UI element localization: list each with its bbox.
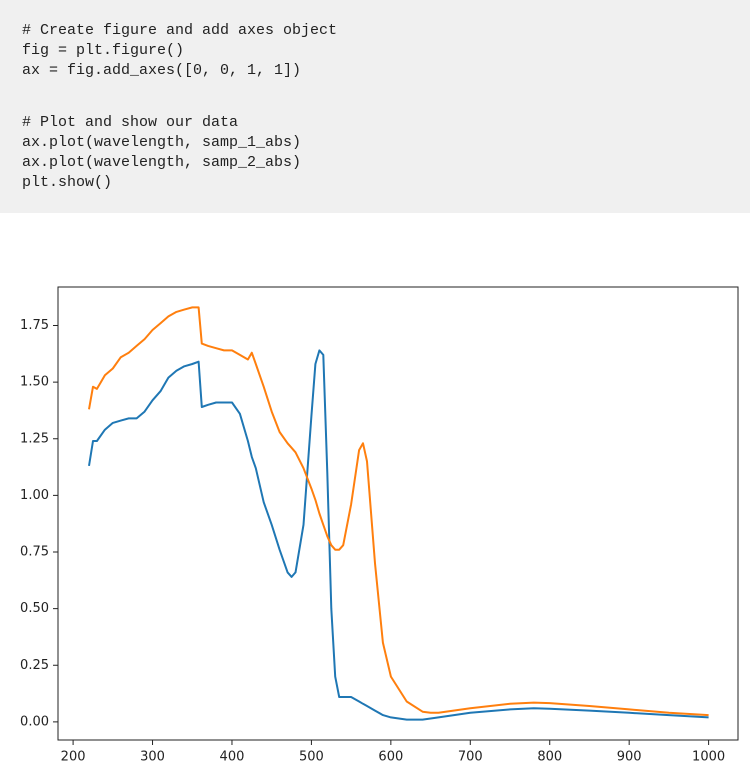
x-tick-label: 700	[458, 750, 483, 765]
x-tick-label: 1000	[692, 750, 725, 765]
code-line: fig = plt.figure()	[22, 42, 185, 59]
y-tick-label: 0.25	[20, 658, 49, 673]
axes-frame	[57, 286, 739, 741]
code-line: plt.show()	[22, 174, 113, 191]
y-tick-label: 1.50	[20, 375, 49, 390]
x-tick-label: 600	[378, 750, 403, 765]
y-tick-label: 1.00	[20, 488, 49, 503]
x-tick-label: 200	[61, 750, 86, 765]
code-line: # Create figure and add axes object	[22, 22, 338, 39]
code-cell: # Create figure and add axes object fig …	[0, 0, 750, 213]
x-tick-label: 500	[299, 750, 324, 765]
x-tick-label: 400	[220, 750, 245, 765]
x-tick-label: 800	[537, 750, 562, 765]
code-line: ax.plot(wavelength, samp_1_abs)	[22, 134, 302, 151]
y-tick-label: 1.25	[20, 431, 49, 446]
data-line	[88, 306, 709, 717]
code-line: ax = fig.add_axes([0, 0, 1, 1])	[22, 62, 302, 79]
x-tick-label: 300	[140, 750, 165, 765]
y-tick-label: 0.75	[20, 545, 49, 560]
data-line	[88, 349, 709, 721]
x-tick-label: 900	[617, 750, 642, 765]
code-line: # Plot and show our data	[22, 114, 239, 131]
y-tick-label: 1.75	[20, 318, 49, 333]
y-tick-label: 0.00	[20, 714, 49, 729]
code-line: ax.plot(wavelength, samp_2_abs)	[22, 154, 302, 171]
y-tick-label: 0.50	[20, 601, 49, 616]
